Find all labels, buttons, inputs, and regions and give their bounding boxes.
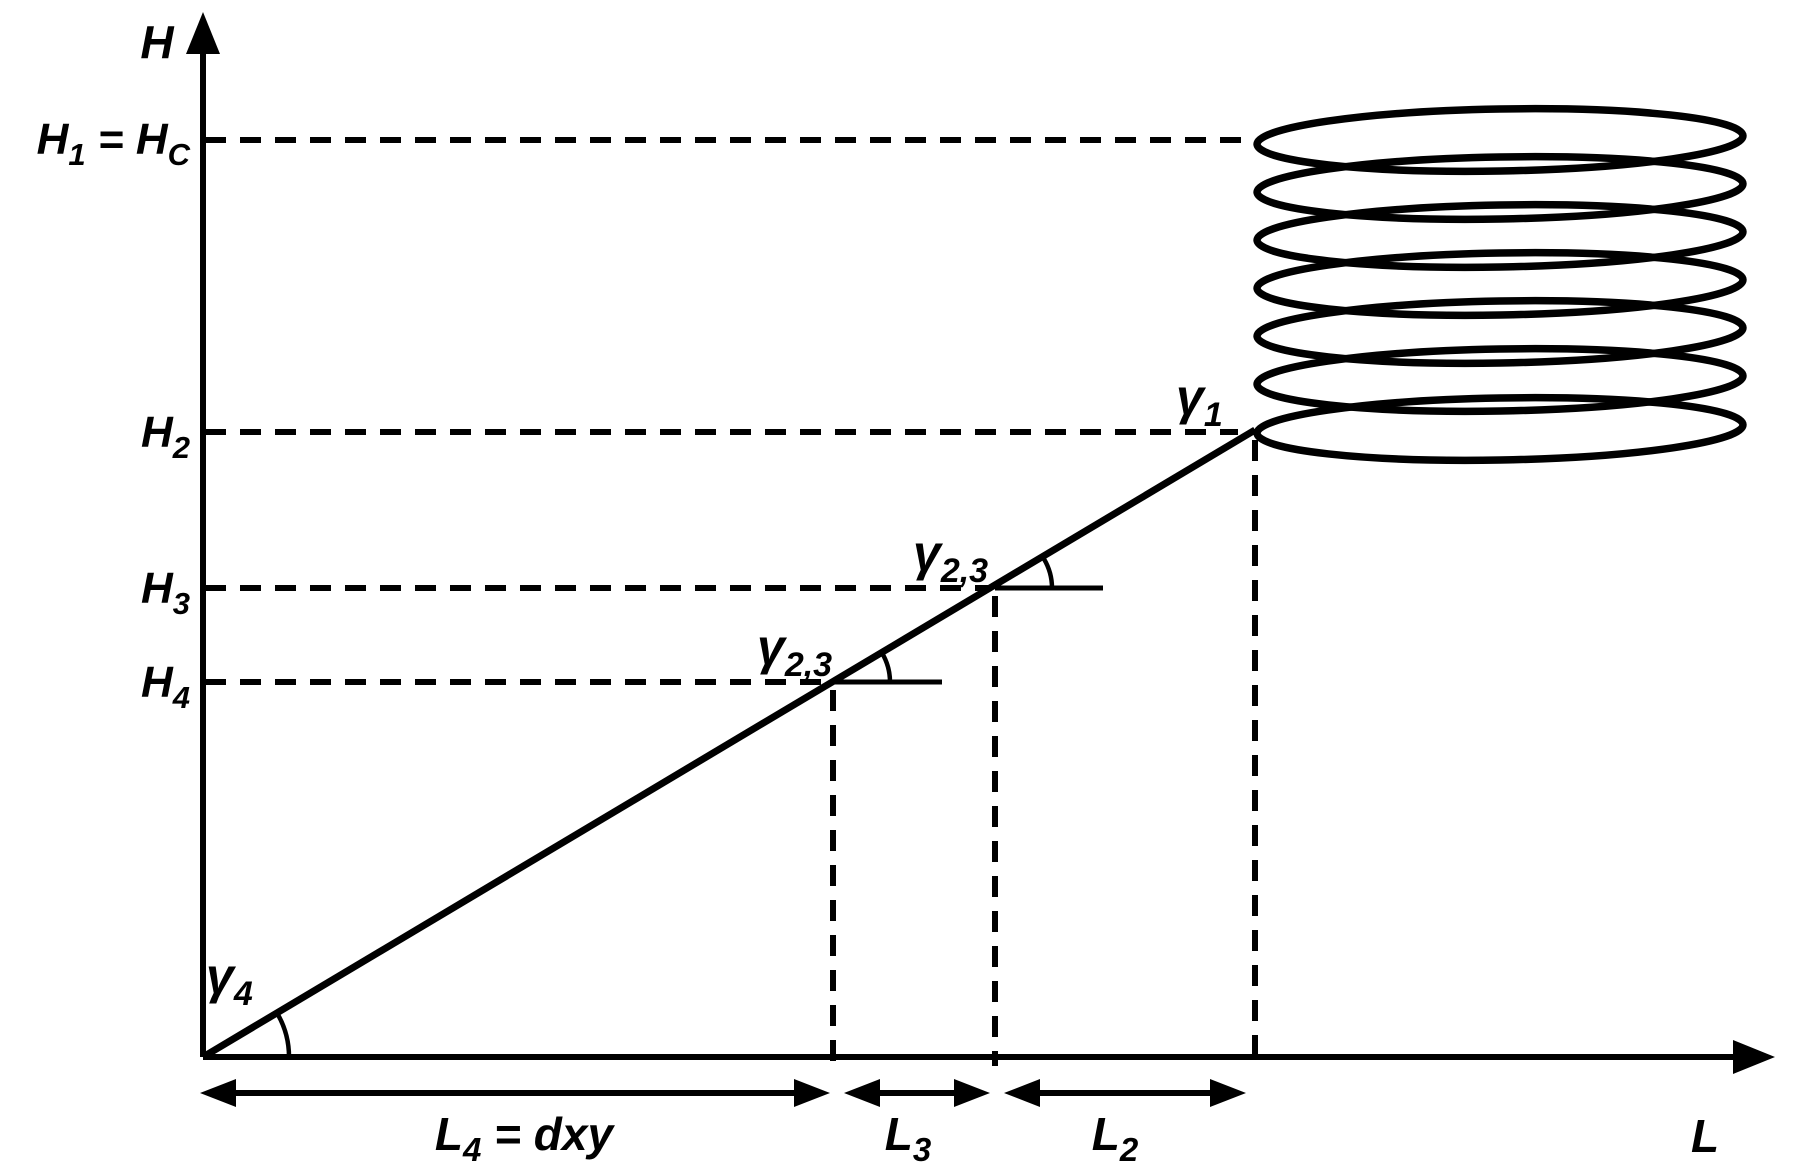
arrow-right-icon	[794, 1079, 830, 1107]
gamma-23-lower-angle-arc	[880, 651, 893, 683]
arrow-left-icon	[844, 1079, 880, 1107]
coil-loop	[1253, 152, 1747, 224]
l4-dimension-label: L4 = dxy	[435, 1108, 616, 1168]
y-axis-arrowhead-icon	[186, 12, 220, 54]
x-axis-label: L	[1691, 1110, 1719, 1162]
l2-dimension-label: L2	[1092, 1108, 1139, 1168]
h4-label: H4	[141, 658, 190, 715]
y-axis-label: H	[140, 16, 174, 68]
arrow-left-icon	[200, 1079, 236, 1107]
arrow-left-icon	[1004, 1079, 1040, 1107]
gamma-23-lower-label: γ2,3	[757, 619, 832, 684]
x-axis-arrowhead-icon	[1733, 1040, 1775, 1074]
coil-loop	[1253, 296, 1747, 368]
gamma-23-upper-label: γ2,3	[913, 525, 988, 590]
h1-hc-label: H1 = HC	[37, 115, 191, 172]
gamma-23-upper-angle-arc	[1042, 557, 1055, 589]
h2-label: H2	[141, 408, 190, 465]
arrow-right-icon	[954, 1079, 990, 1107]
coil-loop	[1253, 344, 1747, 416]
l2-dimension-arrow	[1004, 1079, 1246, 1107]
l4-dimension-arrow	[200, 1079, 830, 1107]
gamma-1-label: γ1	[1176, 369, 1223, 434]
l3-dimension-label: L3	[885, 1108, 931, 1168]
diagonal-line	[201, 426, 1257, 1061]
gamma-4-angle-arc	[275, 1011, 292, 1058]
arrow-right-icon	[1210, 1079, 1246, 1107]
l3-dimension-arrow	[844, 1079, 990, 1107]
coil-loop	[1253, 200, 1747, 272]
h3-label: H3	[141, 564, 190, 621]
coil-loop	[1253, 104, 1747, 176]
gamma-4-label: γ4	[206, 948, 253, 1013]
coil-loop	[1253, 393, 1747, 465]
coil-loop	[1253, 248, 1747, 320]
coil	[1253, 104, 1747, 465]
